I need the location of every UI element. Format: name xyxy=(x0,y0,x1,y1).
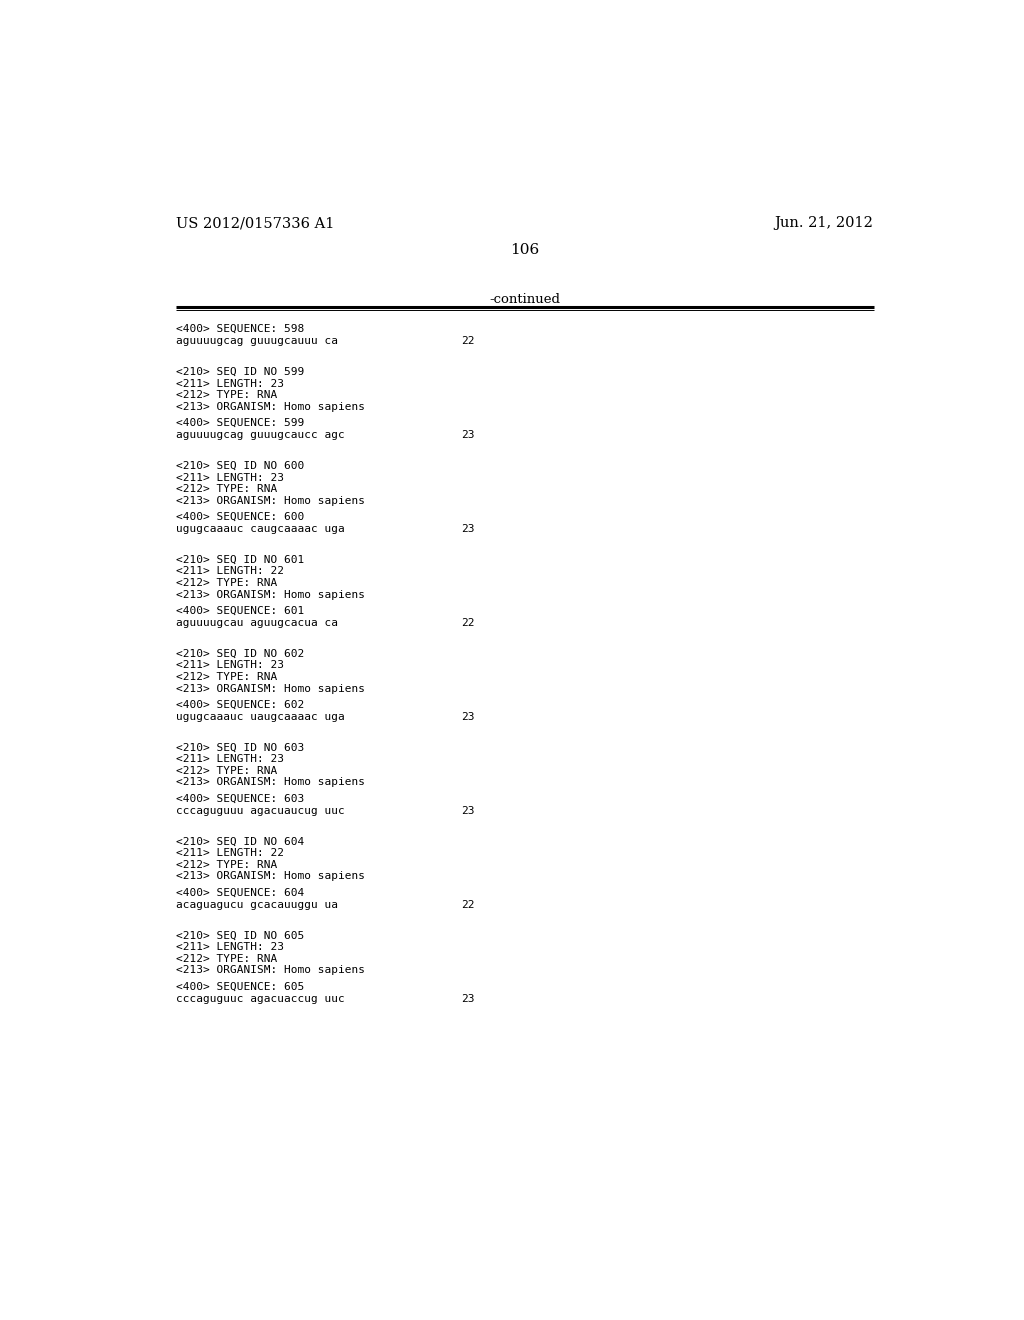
Text: 23: 23 xyxy=(461,711,475,722)
Text: <400> SEQUENCE: 605: <400> SEQUENCE: 605 xyxy=(176,982,304,991)
Text: <211> LENGTH: 23: <211> LENGTH: 23 xyxy=(176,755,284,764)
Text: <400> SEQUENCE: 603: <400> SEQUENCE: 603 xyxy=(176,793,304,804)
Text: <211> LENGTH: 23: <211> LENGTH: 23 xyxy=(176,942,284,952)
Text: <211> LENGTH: 23: <211> LENGTH: 23 xyxy=(176,379,284,388)
Text: 23: 23 xyxy=(461,807,475,816)
Text: <212> TYPE: RNA: <212> TYPE: RNA xyxy=(176,766,278,776)
Text: <210> SEQ ID NO 601: <210> SEQ ID NO 601 xyxy=(176,554,304,565)
Text: <400> SEQUENCE: 598: <400> SEQUENCE: 598 xyxy=(176,323,304,334)
Text: <210> SEQ ID NO 599: <210> SEQ ID NO 599 xyxy=(176,367,304,378)
Text: <212> TYPE: RNA: <212> TYPE: RNA xyxy=(176,578,278,587)
Text: US 2012/0157336 A1: US 2012/0157336 A1 xyxy=(176,216,335,230)
Text: 22: 22 xyxy=(461,900,475,909)
Text: <400> SEQUENCE: 601: <400> SEQUENCE: 601 xyxy=(176,606,304,615)
Text: <211> LENGTH: 22: <211> LENGTH: 22 xyxy=(176,849,284,858)
Text: <213> ORGANISM: Homo sapiens: <213> ORGANISM: Homo sapiens xyxy=(176,496,365,506)
Text: <212> TYPE: RNA: <212> TYPE: RNA xyxy=(176,859,278,870)
Text: <212> TYPE: RNA: <212> TYPE: RNA xyxy=(176,672,278,682)
Text: ugugcaaauc caugcaaaac uga: ugugcaaauc caugcaaaac uga xyxy=(176,524,345,535)
Text: 23: 23 xyxy=(461,524,475,535)
Text: cccaguguuc agacuaccug uuc: cccaguguuc agacuaccug uuc xyxy=(176,994,345,1003)
Text: <211> LENGTH: 23: <211> LENGTH: 23 xyxy=(176,473,284,483)
Text: <400> SEQUENCE: 604: <400> SEQUENCE: 604 xyxy=(176,887,304,898)
Text: <210> SEQ ID NO 602: <210> SEQ ID NO 602 xyxy=(176,649,304,659)
Text: <210> SEQ ID NO 604: <210> SEQ ID NO 604 xyxy=(176,837,304,846)
Text: <210> SEQ ID NO 605: <210> SEQ ID NO 605 xyxy=(176,931,304,941)
Text: 22: 22 xyxy=(461,618,475,628)
Text: <210> SEQ ID NO 600: <210> SEQ ID NO 600 xyxy=(176,461,304,471)
Text: <211> LENGTH: 23: <211> LENGTH: 23 xyxy=(176,660,284,671)
Text: -continued: -continued xyxy=(489,293,560,306)
Text: <213> ORGANISM: Homo sapiens: <213> ORGANISM: Homo sapiens xyxy=(176,965,365,975)
Text: aguuuugcau aguugcacua ca: aguuuugcau aguugcacua ca xyxy=(176,618,338,628)
Text: acaguagucu gcacauuggu ua: acaguagucu gcacauuggu ua xyxy=(176,900,338,909)
Text: <213> ORGANISM: Homo sapiens: <213> ORGANISM: Homo sapiens xyxy=(176,684,365,693)
Text: 23: 23 xyxy=(461,430,475,440)
Text: 23: 23 xyxy=(461,994,475,1003)
Text: 106: 106 xyxy=(510,243,540,257)
Text: aguuuugcag guuugcaucc agc: aguuuugcag guuugcaucc agc xyxy=(176,430,345,440)
Text: <212> TYPE: RNA: <212> TYPE: RNA xyxy=(176,954,278,964)
Text: <212> TYPE: RNA: <212> TYPE: RNA xyxy=(176,484,278,494)
Text: cccaguguuu agacuaucug uuc: cccaguguuu agacuaucug uuc xyxy=(176,807,345,816)
Text: <213> ORGANISM: Homo sapiens: <213> ORGANISM: Homo sapiens xyxy=(176,871,365,882)
Text: <212> TYPE: RNA: <212> TYPE: RNA xyxy=(176,391,278,400)
Text: 22: 22 xyxy=(461,337,475,346)
Text: aguuuugcag guuugcauuu ca: aguuuugcag guuugcauuu ca xyxy=(176,337,338,346)
Text: <211> LENGTH: 22: <211> LENGTH: 22 xyxy=(176,566,284,577)
Text: <400> SEQUENCE: 600: <400> SEQUENCE: 600 xyxy=(176,512,304,521)
Text: <213> ORGANISM: Homo sapiens: <213> ORGANISM: Homo sapiens xyxy=(176,777,365,788)
Text: <400> SEQUENCE: 599: <400> SEQUENCE: 599 xyxy=(176,418,304,428)
Text: <213> ORGANISM: Homo sapiens: <213> ORGANISM: Homo sapiens xyxy=(176,401,365,412)
Text: <210> SEQ ID NO 603: <210> SEQ ID NO 603 xyxy=(176,743,304,752)
Text: Jun. 21, 2012: Jun. 21, 2012 xyxy=(775,216,873,230)
Text: ugugcaaauc uaugcaaaac uga: ugugcaaauc uaugcaaaac uga xyxy=(176,711,345,722)
Text: <400> SEQUENCE: 602: <400> SEQUENCE: 602 xyxy=(176,700,304,710)
Text: <213> ORGANISM: Homo sapiens: <213> ORGANISM: Homo sapiens xyxy=(176,590,365,599)
